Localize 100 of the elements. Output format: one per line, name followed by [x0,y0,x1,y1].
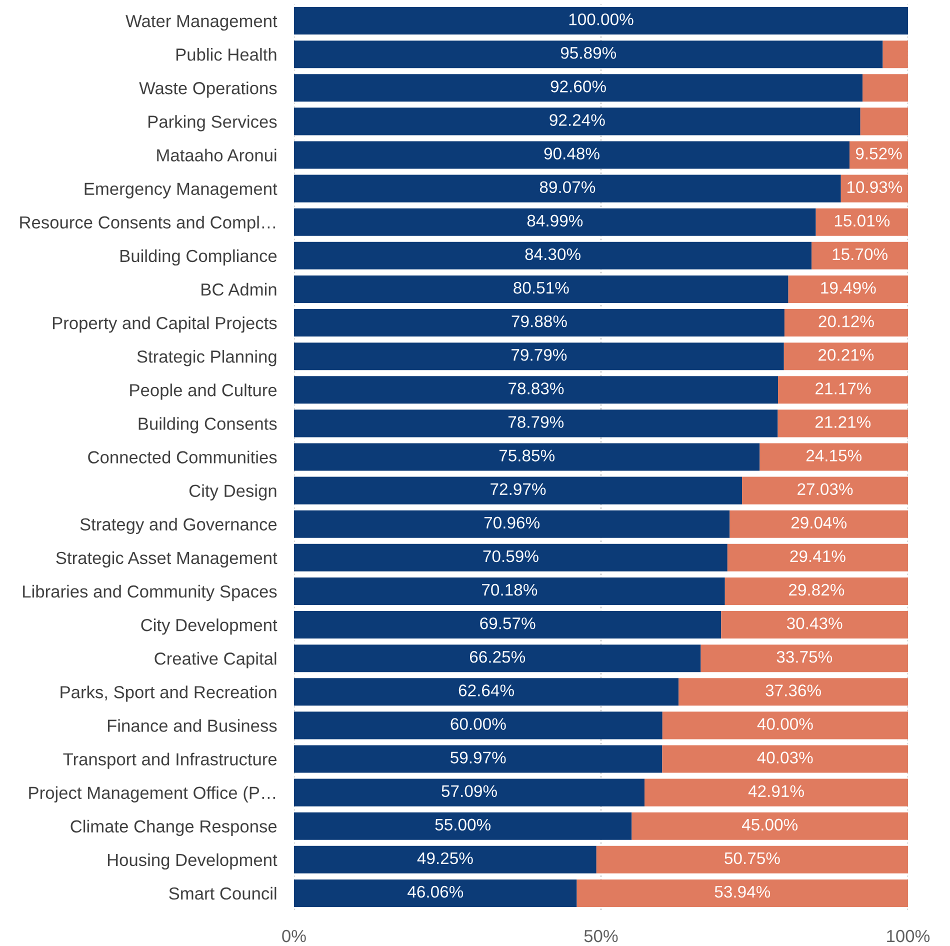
bar [576,879,908,907]
y-tick-label: Strategic Planning [137,350,276,366]
data-label: 24.15% [806,450,862,462]
data-label: 62.64% [458,684,514,696]
data-label: 15.70% [832,248,888,260]
data-label: 84.99% [527,214,583,227]
data-label: 40.00% [757,718,813,730]
data-label: 66.25% [470,651,526,663]
y-tick-label: Water Management [126,15,278,31]
y-tick-label: People and Culture [130,384,277,400]
x-tick-label: 100% [887,930,930,942]
data-label: 27.03% [798,483,853,496]
data-label: 46.06% [408,886,464,898]
bar [882,40,908,68]
y-tick-label: BC Admin [202,282,276,296]
data-label: 21.17% [816,382,871,394]
y-tick-label: City Development [141,618,278,635]
bar [294,611,722,639]
data-label: 29.82% [789,584,844,596]
y-tick-label: Resource Consents and Compl… [20,216,275,232]
bar [742,476,908,504]
bar [294,712,662,740]
data-label: 55.00% [435,818,491,831]
y-tick-label: Building Consents [138,417,277,434]
data-label: 75.85% [499,450,555,462]
bar [812,242,908,270]
data-label: 79.79% [512,349,567,361]
bar [294,108,860,136]
bar [294,544,728,572]
bar [294,778,645,806]
bar [294,74,863,102]
bar [294,510,730,538]
data-label: 30.43% [786,617,842,630]
bar [644,778,908,806]
data-label: 19.49% [821,282,876,294]
bar [721,611,908,639]
bar [294,376,778,404]
bar [788,275,908,303]
bar [700,644,908,672]
data-label: 9.52% [856,148,902,160]
data-label: 33.75% [776,651,832,663]
y-tick-label: Mataaho Aronui [157,148,276,162]
y-tick-label: Emergency Management [84,182,278,198]
bar [662,712,908,740]
y-tick-label: Creative Capital [154,652,276,668]
bar [678,678,908,706]
y-tick-label: Libraries and Community Spaces [23,584,277,602]
y-tick-label: Finance and Business [108,719,277,732]
bar [294,275,788,303]
bar [294,309,784,337]
y-tick-label: Connected Communities [88,450,277,464]
data-label: 78.83% [508,382,564,394]
bar [850,141,908,169]
bar [294,476,742,504]
bar [294,577,725,605]
data-label: 70.96% [484,516,540,529]
data-label: 10.93% [847,181,902,194]
y-tick-label: Transport and Infrastructure [63,752,277,769]
bar [784,342,908,370]
bar [816,208,908,236]
bar [294,678,679,706]
data-label: 37.36% [766,684,821,696]
bar [778,410,908,438]
data-label: 90.48% [544,148,600,160]
data-label: 89.07% [540,181,596,194]
bar [596,846,908,874]
data-label: 95.89% [560,47,616,59]
y-tick-label: Property and Capital Projects [52,316,277,333]
y-tick-label: City Design [189,484,276,500]
bar [662,745,908,773]
y-tick-label: Smart Council [169,886,276,900]
y-tick-label: Strategy and Governance [80,518,277,534]
y-tick-label: Parking Services [148,115,277,132]
data-label: 69.57% [480,617,536,630]
y-tick-label: Parks, Sport and Recreation [60,686,276,702]
x-tick-label: 0% [282,930,306,942]
bar [294,745,662,773]
data-label: 53.94% [714,886,770,898]
bar [784,309,908,337]
bar [294,174,841,202]
data-label: 92.24% [550,114,605,126]
bar [730,510,908,538]
data-label: 45.00% [742,818,798,831]
bar [294,846,596,874]
bar [294,141,850,169]
data-label: 21.21% [815,416,871,428]
bar [294,410,778,438]
bar [727,544,908,572]
bar [294,7,908,35]
data-label: 78.79% [508,416,564,428]
y-tick-label: Strategic Asset Management [56,551,278,568]
data-label: 72.97% [490,483,546,496]
bar [294,342,784,370]
bar [294,40,883,68]
data-label: 60.00% [450,718,506,730]
data-label: 20.12% [818,315,874,328]
data-label: 20.21% [818,349,874,361]
y-tick-label: Waste Operations [139,82,277,98]
y-tick-label: Climate Change Response [70,820,277,836]
data-label: 80.51% [514,282,569,294]
